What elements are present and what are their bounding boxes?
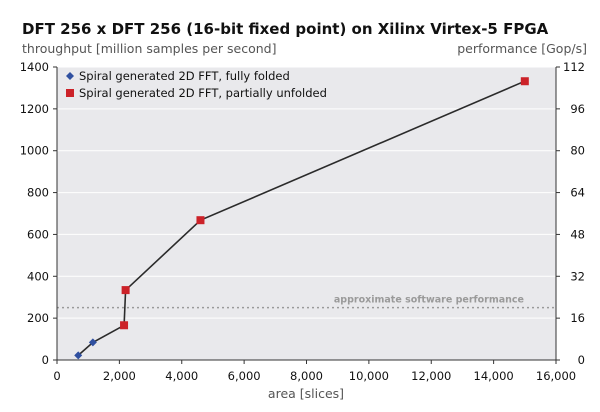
y2-tick-label: 32 <box>570 269 585 283</box>
x-tick-label: 2,000 <box>103 369 136 383</box>
x-tick-label: 14,000 <box>474 369 514 383</box>
x-tick-label: 0 <box>53 369 60 383</box>
x-tick-label: 10,000 <box>349 369 389 383</box>
y-tick-label: 200 <box>27 311 49 325</box>
y-tick-label: 0 <box>42 353 49 367</box>
legend: Spiral generated 2D FFT, fully folded Sp… <box>66 69 327 100</box>
y2-tick-label: 0 <box>578 353 585 367</box>
y-tick-label: 400 <box>27 269 49 283</box>
reference-line-label: approximate software performance <box>334 295 524 306</box>
x-tick-label: 12,000 <box>411 369 451 383</box>
y-tick-label: 600 <box>27 227 49 241</box>
legend-diamond-marker <box>66 72 74 80</box>
legend-square-marker <box>66 89 74 97</box>
x-tick-label: 6,000 <box>228 369 261 383</box>
data-point-partially-unfolded <box>196 216 205 225</box>
y2-tick-label: 96 <box>570 102 585 116</box>
plot-area <box>57 67 556 360</box>
series-lines <box>77 80 526 356</box>
y-axis-ticks: 0 200 400 600 800 1000 1200 1400 <box>20 60 57 367</box>
x-axis-label: area [slices] <box>268 386 344 401</box>
y2-tick-label: 16 <box>570 311 585 325</box>
legend-label-partially-unfolded: Spiral generated 2D FFT, partially unfol… <box>79 86 327 100</box>
y-tick-label: 1400 <box>20 60 49 74</box>
y2-tick-label: 112 <box>563 60 585 74</box>
data-point-fully-folded <box>88 338 97 347</box>
data-markers <box>74 77 529 360</box>
y2-axis-ticks: 0 16 32 48 64 80 96 112 <box>556 60 585 367</box>
series-line <box>77 80 526 356</box>
y-axis-label: throughput [million samples per second] <box>22 41 276 56</box>
x-tick-label: 4,000 <box>165 369 198 383</box>
chart-title: DFT 256 x DFT 256 (16-bit fixed point) o… <box>22 20 549 38</box>
y2-axis-label: performance [Gop/s] <box>457 41 587 56</box>
y-tick-label: 1000 <box>20 144 49 158</box>
y2-tick-label: 48 <box>570 227 585 241</box>
x-axis-ticks: 0 2,000 4,000 6,000 8,000 10,000 12,000 14,000 1… <box>53 360 576 383</box>
data-point-partially-unfolded <box>120 321 129 330</box>
legend-label-fully-folded: Spiral generated 2D FFT, fully folded <box>79 69 290 83</box>
data-point-partially-unfolded <box>520 77 529 86</box>
y-tick-label: 800 <box>27 186 49 200</box>
x-tick-label: 16,000 <box>536 369 576 383</box>
y2-tick-label: 64 <box>570 186 585 200</box>
data-point-fully-folded <box>74 351 83 360</box>
y2-tick-label: 80 <box>570 144 585 158</box>
y-tick-label: 1200 <box>20 102 49 116</box>
data-point-partially-unfolded <box>121 286 130 295</box>
x-tick-label: 8,000 <box>290 369 323 383</box>
